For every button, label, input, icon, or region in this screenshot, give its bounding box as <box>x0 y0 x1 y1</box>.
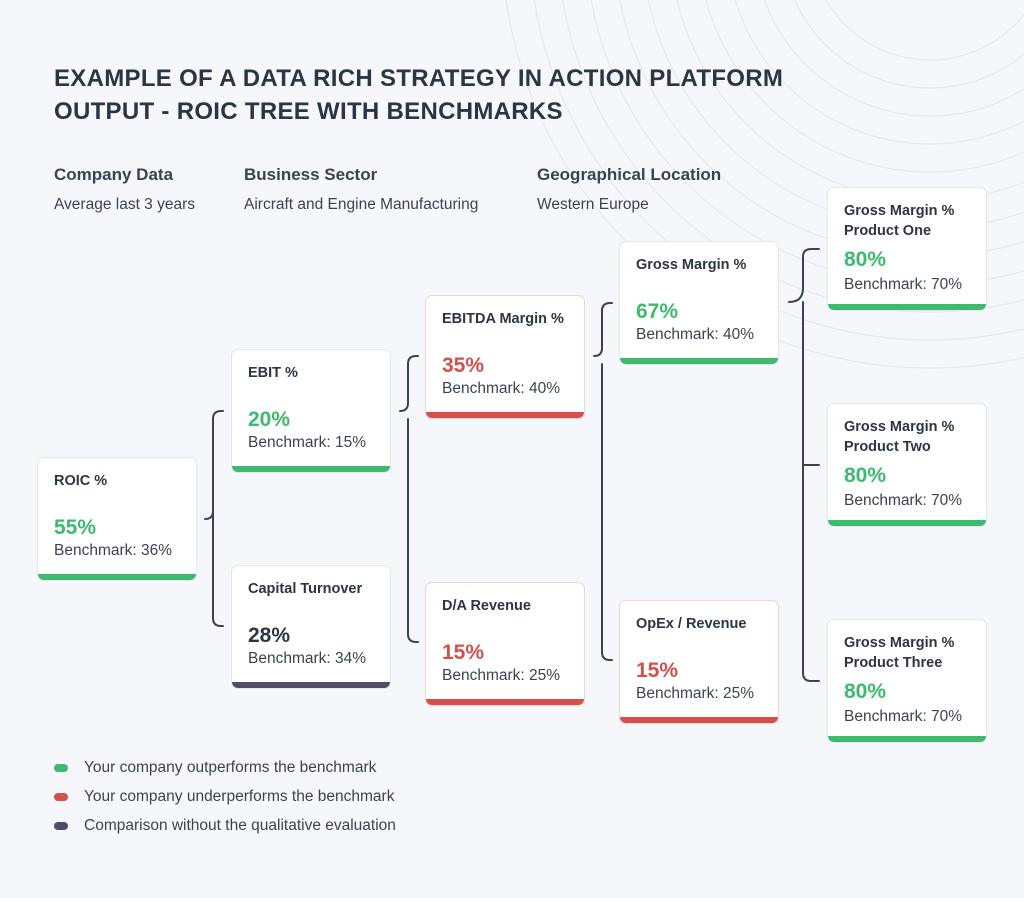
status-bar <box>426 412 584 418</box>
node-card-capital-turnover: Capital Turnover 28% Benchmark: 34% <box>231 565 391 689</box>
node-value: 67% <box>636 300 679 323</box>
bracket-ebit <box>399 355 419 643</box>
legend-outperform: Your company outperforms the benchmark <box>54 759 376 777</box>
node-value: 80% <box>844 248 887 271</box>
meta-value: Average last 3 years <box>54 196 196 213</box>
node-benchmark: Benchmark: 36% <box>54 542 173 559</box>
node-label: EBITDA Margin % <box>442 311 564 327</box>
node-benchmark: Benchmark: 40% <box>442 380 561 397</box>
node-card-da-revenue: D/A Revenue 15% Benchmark: 25% <box>425 582 585 706</box>
node-benchmark: Benchmark: 25% <box>636 685 755 702</box>
status-bar <box>828 304 986 310</box>
node-card-ebit: EBIT % 20% Benchmark: 15% <box>231 349 391 473</box>
page-title: EXAMPLE OF A DATA RICH STRATEGY IN ACTIO… <box>54 65 784 125</box>
node-value: 15% <box>636 659 679 682</box>
tree-connectors <box>204 248 820 682</box>
node-card-ebitda-margin: EBITDA Margin % 35% Benchmark: 40% <box>425 295 585 419</box>
node-card-gm-product-two: Gross Margin % Product Two 80% Benchmark… <box>827 403 987 527</box>
status-bar <box>620 717 778 723</box>
node-label: Gross Margin % <box>636 257 747 273</box>
meta-geographical-location: Geographical Location Western Europe <box>537 165 721 214</box>
node-benchmark: Benchmark: 25% <box>442 667 561 684</box>
node-value: 35% <box>442 354 485 377</box>
legend-text: Comparison without the qualitative evalu… <box>84 817 396 834</box>
node-card-gross-margin: Gross Margin % 67% Benchmark: 40% <box>619 241 779 365</box>
node-value: 15% <box>442 641 485 664</box>
meta-value: Western Europe <box>537 196 649 213</box>
legend-swatch <box>54 792 68 801</box>
node-label: D/A Revenue <box>442 598 531 614</box>
node-value: 20% <box>248 408 291 431</box>
legend-neutral: Comparison without the qualitative evalu… <box>54 817 396 835</box>
status-bar <box>38 574 196 580</box>
node-value: 28% <box>248 624 291 647</box>
status-bar <box>828 520 986 526</box>
meta-heading: Business Sector <box>244 165 378 184</box>
legend-swatch <box>54 821 68 830</box>
node-benchmark: Benchmark: 15% <box>248 434 367 451</box>
node-value: 80% <box>844 464 887 487</box>
meta-value: Aircraft and Engine Manufacturing <box>244 196 479 213</box>
node-card-opex-revenue: OpEx / Revenue 15% Benchmark: 25% <box>619 600 779 724</box>
node-benchmark: Benchmark: 34% <box>248 650 367 667</box>
node-label: ROIC % <box>54 473 108 489</box>
status-bar <box>620 358 778 364</box>
node-label: EBIT % <box>248 365 298 381</box>
bracket-gross-margin <box>788 248 820 682</box>
node-value: 80% <box>844 680 887 703</box>
bracket-ebitda <box>593 302 613 661</box>
node-label: Gross Margin % Product One <box>844 203 955 239</box>
node-card-gm-product-one: Gross Margin % Product One 80% Benchmark… <box>827 187 987 311</box>
node-benchmark: Benchmark: 70% <box>844 492 963 509</box>
meta-heading: Geographical Location <box>537 165 722 184</box>
node-label: Gross Margin % Product Two <box>844 419 955 455</box>
node-value: 55% <box>54 516 97 539</box>
legend-underperform: Your company underperforms the benchmark <box>54 788 394 806</box>
status-bar <box>232 466 390 472</box>
legend-text: Your company underperforms the benchmark <box>84 788 395 805</box>
bracket-roic <box>204 410 224 627</box>
node-benchmark: Benchmark: 40% <box>636 326 755 343</box>
node-label: Capital Turnover <box>248 581 363 597</box>
meta-business-sector: Business Sector Aircraft and Engine Manuf… <box>244 165 478 214</box>
node-label: OpEx / Revenue <box>636 616 747 632</box>
node-card-gm-product-three: Gross Margin % Product Three 80% Benchma… <box>827 619 987 743</box>
node-benchmark: Benchmark: 70% <box>844 276 963 293</box>
status-bar <box>232 682 390 688</box>
status-bar <box>426 699 584 705</box>
node-card-roic: ROIC % 55% Benchmark: 36% <box>37 457 197 581</box>
node-benchmark: Benchmark: 70% <box>844 708 963 725</box>
status-bar <box>828 736 986 742</box>
legend-swatch <box>54 763 68 772</box>
meta-company-data: Company Data Average last 3 years <box>54 165 195 214</box>
legend-text: Your company outperforms the benchmark <box>84 759 377 776</box>
meta-heading: Company Data <box>54 165 174 184</box>
node-label: Gross Margin % Product Three <box>844 635 955 671</box>
